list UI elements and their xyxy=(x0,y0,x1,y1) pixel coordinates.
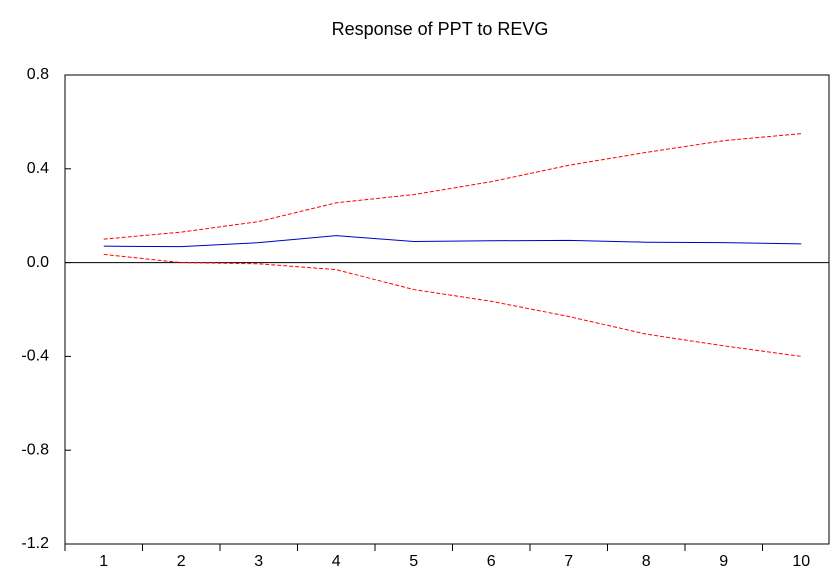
x-tick-label: 6 xyxy=(487,553,496,570)
y-tick-label: 0.0 xyxy=(27,254,49,271)
y-tick-label: -1.2 xyxy=(21,535,49,552)
y-tick-label: 0.4 xyxy=(27,160,49,177)
series-line xyxy=(103,253,802,357)
x-tick-label: 3 xyxy=(254,553,263,570)
x-tick-label: 10 xyxy=(792,553,810,570)
chart-title: Response of PPT to REVG xyxy=(332,19,549,39)
y-tick-label: -0.4 xyxy=(21,348,49,365)
series-line xyxy=(103,235,802,248)
y-tick-label: -0.8 xyxy=(21,441,49,458)
x-tick-label: 7 xyxy=(564,553,573,570)
y-tick-label: 0.8 xyxy=(27,66,49,83)
x-tick-label: 2 xyxy=(177,553,186,570)
x-tick-label: 4 xyxy=(332,553,341,570)
x-tick-label: 5 xyxy=(409,553,418,570)
series-line xyxy=(103,133,802,240)
plot-frame xyxy=(64,74,830,545)
x-tick-label: 9 xyxy=(719,553,728,570)
x-tick-label: 8 xyxy=(642,553,651,570)
x-tick-label: 1 xyxy=(99,553,108,570)
